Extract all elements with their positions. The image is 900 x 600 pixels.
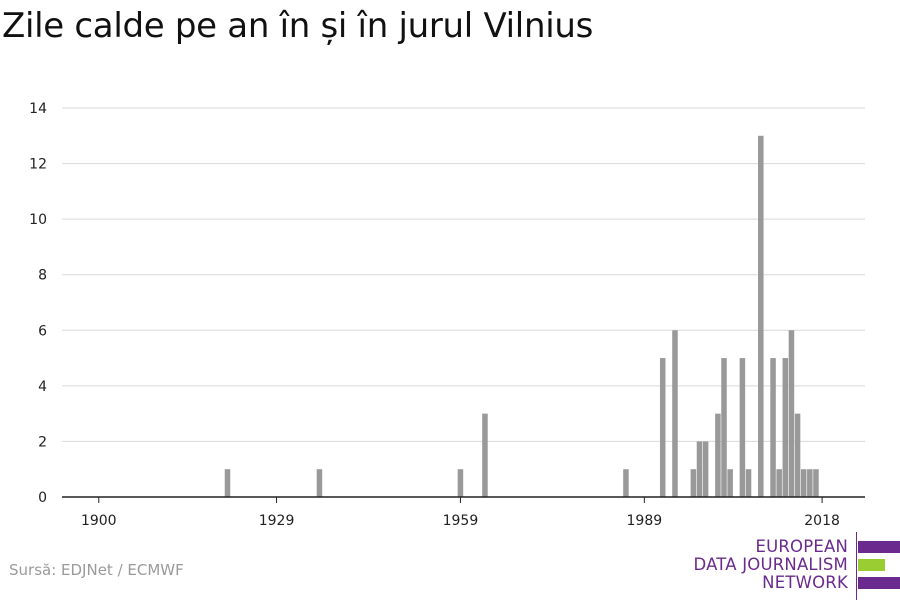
x-axis-ticks: 1900 1929 1959 1989 2018 (81, 497, 840, 529)
bar-2014 (794, 413, 801, 497)
bar-1936 (316, 469, 323, 497)
x-tick-label: 2018 (804, 513, 840, 529)
logo-text-network: NETWORK (762, 573, 848, 592)
y-tick-label: 12 (29, 157, 47, 173)
bar-2005 (739, 358, 746, 497)
bar-2013 (788, 330, 795, 497)
bar-1959 (457, 469, 464, 497)
bar-1998 (696, 441, 703, 497)
y-tick-label: 4 (38, 379, 47, 395)
bar-1921 (224, 469, 231, 497)
bar-2015 (800, 469, 807, 497)
bar-1963 (482, 413, 488, 497)
logo-bar-bottom (858, 577, 900, 589)
x-tick-label: 1900 (81, 513, 117, 529)
logo-bar-middle (858, 559, 885, 571)
bar-1992 (659, 358, 666, 497)
grid-lines (62, 107, 865, 442)
bar-1999 (702, 441, 709, 497)
bar-2010 (770, 358, 776, 497)
source-credit: Sursă: EDJNet / ECMWF (9, 561, 184, 579)
x-tick-label: 1959 (443, 513, 479, 529)
logo-text-european: EUROPEAN (755, 537, 848, 556)
bar-2017 (813, 469, 819, 497)
y-tick-label: 8 (38, 268, 47, 284)
bars (224, 135, 819, 498)
y-tick-label: 0 (38, 490, 47, 506)
bar-2008 (758, 135, 764, 498)
bar-1986 (623, 469, 629, 497)
x-tick-label: 1929 (259, 513, 295, 529)
bar-2011 (776, 469, 782, 497)
x-tick-label: 1989 (627, 513, 663, 529)
bar-2012 (782, 358, 789, 497)
bar-2003 (727, 469, 733, 497)
bar-2001 (715, 413, 721, 497)
chart-title: Zile calde pe an în și în jurul Vilnius (2, 6, 594, 46)
bar-1997 (690, 469, 697, 497)
bar-chart: 0 2 4 6 8 10 12 14 1900 1929 1959 1989 2018 (29, 101, 865, 529)
bar-2016 (807, 469, 813, 497)
y-tick-label: 14 (29, 101, 47, 117)
edjnet-logo: EUROPEAN DATA JOURNALISM NETWORK (693, 532, 900, 600)
bar-1994 (672, 330, 678, 497)
bar-2006 (745, 469, 752, 497)
logo-divider (856, 532, 857, 600)
y-tick-label: 10 (29, 212, 47, 228)
bar-2002 (721, 358, 727, 497)
y-tick-label: 2 (38, 434, 47, 450)
logo-text-data-journalism: DATA JOURNALISM (693, 555, 848, 574)
y-axis-tick-labels: 0 2 4 6 8 10 12 14 (29, 101, 47, 506)
y-tick-label: 6 (38, 323, 47, 339)
logo-bar-top (858, 541, 900, 553)
